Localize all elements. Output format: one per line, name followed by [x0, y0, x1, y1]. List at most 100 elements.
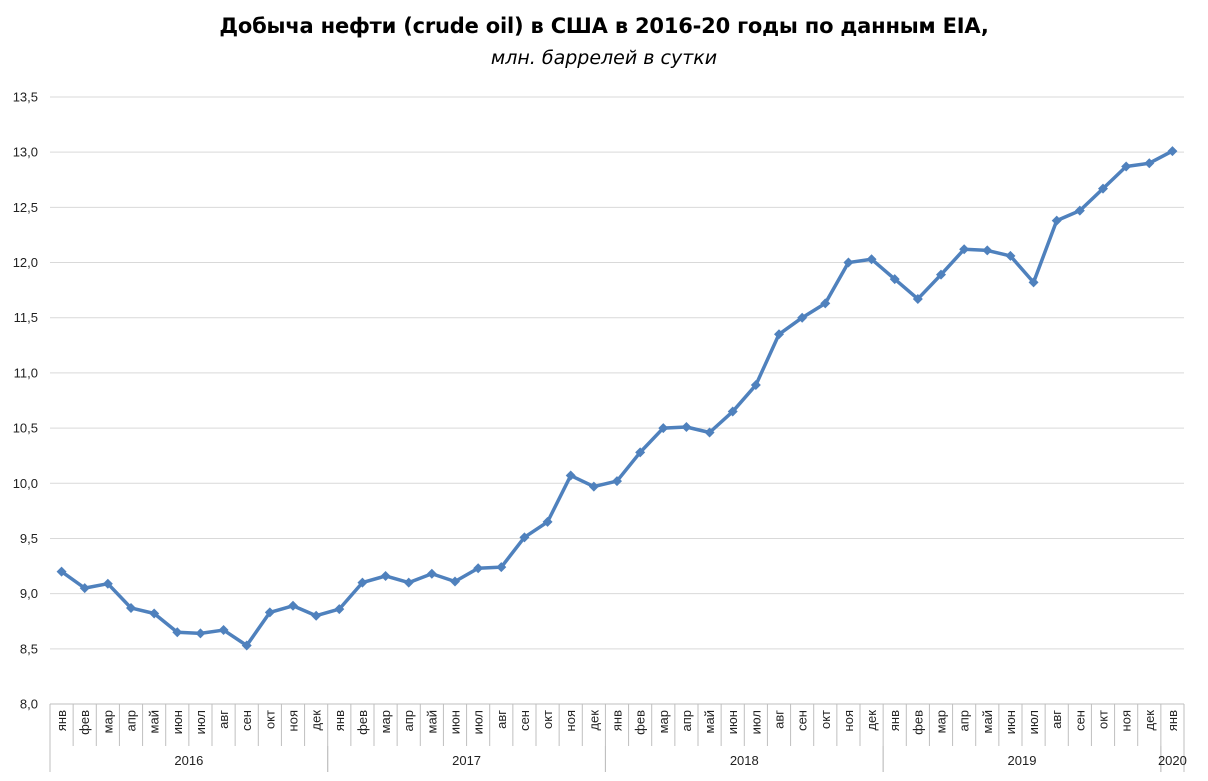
data-point	[959, 244, 970, 255]
data-point	[588, 481, 599, 492]
data-point	[936, 269, 946, 280]
x-tick-label: янв	[332, 710, 347, 731]
x-tick-label: май	[702, 710, 717, 733]
x-tick-label: янв	[1165, 710, 1180, 731]
x-tick-label: сен	[1072, 710, 1087, 731]
chart-title-block: Добыча нефти (crude oil) в США в 2016-20…	[0, 14, 1208, 69]
x-tick-label: июн	[170, 710, 185, 734]
data-point	[565, 470, 576, 481]
data-point	[681, 421, 692, 432]
x-tick-label: ноя	[1119, 710, 1134, 731]
x-tick-label: мар	[100, 710, 115, 733]
data-point	[334, 604, 345, 615]
data-point	[1121, 161, 1132, 172]
x-tick-label: авг	[494, 710, 509, 729]
data-point	[1051, 215, 1062, 226]
y-tick-label: 9,0	[20, 586, 38, 601]
x-tick-label: дек	[1142, 710, 1157, 731]
y-tick-label: 8,0	[20, 697, 38, 712]
data-point	[288, 600, 298, 611]
y-tick-label: 12,0	[13, 255, 38, 270]
x-tick-label: май	[424, 710, 439, 733]
x-tick-label: окт	[1096, 710, 1111, 729]
data-point	[241, 640, 252, 651]
x-tick-label: авг	[1049, 710, 1064, 729]
data-point	[149, 608, 160, 619]
data-point	[172, 627, 183, 638]
x-tick-label: янв	[54, 710, 69, 731]
x-tick-label: авг	[772, 710, 787, 729]
data-point	[195, 628, 206, 639]
data-point	[1074, 205, 1085, 216]
data-point	[56, 566, 67, 577]
data-point	[635, 447, 646, 458]
data-point	[496, 562, 507, 573]
x-tick-label: сен	[239, 710, 254, 731]
y-tick-label: 9,5	[20, 531, 38, 546]
data-point	[311, 610, 322, 621]
data-point	[727, 406, 738, 417]
year-label: 2019	[1008, 753, 1037, 768]
year-label: 2018	[730, 753, 759, 768]
data-point	[658, 423, 669, 434]
x-tick-label: дек	[309, 710, 324, 731]
data-point	[1005, 250, 1016, 261]
x-tick-label: май	[147, 710, 162, 733]
gridlines	[50, 96, 1184, 650]
x-tick-label: ноя	[841, 710, 856, 731]
x-tick-label: апр	[679, 710, 694, 732]
x-axis: янв фев мар апр май июн июл авг сен окт ноя дек янв ф…	[49, 703, 1187, 772]
x-tick-label: июл	[748, 710, 763, 734]
data-point	[612, 476, 622, 487]
y-tick-label: 12,5	[13, 200, 38, 215]
x-tick-label: янв	[887, 710, 902, 731]
x-tick-label: ноя	[286, 710, 301, 731]
x-tick-label: июн	[725, 710, 740, 734]
data-point	[1028, 277, 1039, 288]
x-tick-label: дек	[864, 710, 879, 731]
x-tick-label: ноя	[563, 710, 578, 731]
year-label: 2020	[1158, 753, 1187, 768]
x-tick-label: сен	[795, 710, 810, 731]
x-tick-label: июн	[448, 710, 463, 734]
x-tick-label: май	[980, 710, 995, 733]
y-tick-label: 10,5	[13, 421, 38, 436]
x-tick-label: апр	[401, 710, 416, 732]
chart-subtitle: млн. баррелей в сутки	[490, 47, 718, 69]
data-point	[1098, 183, 1108, 194]
x-tick-label: фев	[77, 710, 92, 735]
y-tick-label: 11,5	[14, 310, 38, 325]
data-point	[820, 298, 831, 309]
data-point	[843, 257, 854, 268]
year-label: 2017	[452, 753, 481, 768]
data-point	[473, 563, 484, 574]
y-tick-label: 13,5	[13, 90, 38, 105]
data-point	[866, 254, 877, 265]
y-tick-label: 8,5	[20, 641, 38, 656]
data-point	[542, 516, 553, 527]
x-tick-label: окт	[818, 710, 833, 729]
x-tick-label: янв	[610, 710, 625, 731]
x-tick-label: фев	[910, 710, 925, 735]
x-tick-label: фев	[633, 710, 648, 735]
x-tick-label: июл	[193, 710, 208, 734]
data-point	[450, 576, 460, 587]
data-point	[102, 578, 113, 589]
data-point	[912, 293, 923, 304]
data-point	[797, 312, 808, 323]
series-oil-production	[56, 146, 1178, 651]
x-tick-label: фев	[355, 710, 370, 735]
data-point	[1167, 146, 1178, 157]
x-tick-label: окт	[262, 710, 277, 729]
x-tick-label: мар	[656, 710, 671, 733]
data-point	[426, 568, 437, 579]
data-point	[519, 532, 530, 543]
year-label: 2016	[174, 753, 203, 768]
x-tick-label: июл	[1026, 710, 1041, 734]
data-point	[126, 602, 136, 613]
y-tick-label: 11,0	[14, 365, 38, 380]
y-tick-label: 13,0	[13, 145, 38, 160]
x-tick-label: мар	[378, 710, 393, 733]
y-tick-label: 10,0	[13, 476, 38, 491]
